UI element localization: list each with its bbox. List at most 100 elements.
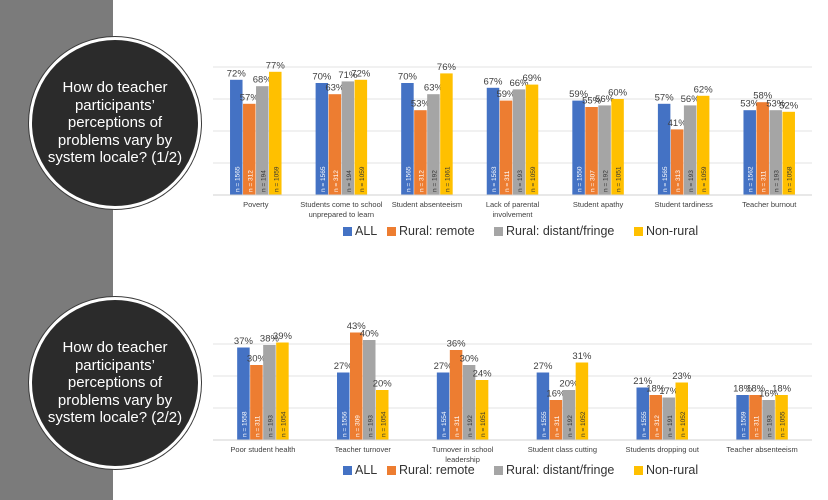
n-label: n = 1565 (405, 166, 412, 192)
bar-1-7-2 (756, 102, 769, 195)
n-label: n = 193 (688, 170, 695, 192)
data-label: 30% (247, 354, 267, 365)
legend-label: Non-rural (646, 224, 698, 238)
chart-1: 72% n = 1565 57% n = 312 68% n = 194 77% n = 10… (213, 60, 812, 238)
bar-1-3-1 (401, 83, 414, 195)
bar-2-2-1 (337, 372, 350, 440)
legend-swatch (494, 227, 503, 236)
data-label: 58% (753, 91, 773, 102)
data-label: 63% (325, 83, 345, 94)
legend-item: Rural: remote (387, 463, 475, 477)
category-label: Teacher turnover (335, 445, 392, 454)
legend: ALL Rural: remote Rural: distant/fringe Non… (343, 463, 698, 477)
legend-swatch (634, 227, 643, 236)
bar-2-1-1 (237, 347, 250, 440)
bar-2-2-3 (363, 340, 376, 440)
bar-2-3-1 (436, 372, 450, 440)
legend-item: Non-rural (634, 463, 698, 477)
bar-1-1-3 (256, 86, 269, 195)
data-label: 24% (473, 369, 493, 380)
legend-swatch (343, 227, 352, 236)
category-label: Teacher burnout (742, 200, 797, 209)
data-label: 20% (559, 379, 579, 390)
legend-item: Non-rural (634, 224, 698, 238)
legend-item: ALL (343, 463, 377, 477)
n-label: n = 1055 (780, 411, 787, 437)
n-label: n = 1555 (641, 411, 648, 437)
n-label: n = 312 (247, 170, 254, 192)
data-label: 68% (253, 75, 273, 86)
bar-1-5-2 (585, 107, 598, 195)
data-label: 72% (227, 68, 247, 79)
n-label: n = 311 (554, 415, 561, 437)
category-label: Students dropping out (626, 445, 700, 454)
legend-item: Rural: remote (387, 224, 475, 238)
n-label: n = 311 (454, 415, 461, 437)
legend-label: Rural: remote (399, 463, 475, 477)
n-label: n = 192 (567, 415, 574, 437)
n-label: n = 193 (774, 170, 781, 192)
legend-item: Rural: distant/fringe (494, 463, 614, 477)
bar-2-1-4 (276, 342, 289, 440)
bar-2-5-4 (675, 382, 688, 440)
n-label: n = 193 (767, 415, 774, 437)
data-label: 18% (733, 384, 753, 395)
category-label: Student tardiness (654, 200, 713, 209)
n-label: n = 1058 (787, 166, 794, 192)
data-label: 70% (312, 72, 332, 83)
legend-swatch (387, 227, 396, 236)
category-label: Poverty (243, 200, 269, 209)
bar-1-6-3 (683, 105, 697, 195)
data-label: 18% (772, 384, 792, 395)
n-label: n = 307 (590, 170, 597, 192)
n-label: n = 1558 (241, 411, 248, 437)
data-label: 20% (373, 379, 393, 390)
n-label: n = 312 (654, 415, 661, 437)
legend: ALL Rural: remote Rural: distant/fringe Non… (343, 224, 698, 238)
bar-1-5-3 (598, 105, 611, 195)
data-label: 53% (740, 99, 760, 110)
bar-1-4-1 (486, 87, 500, 195)
n-label: n = 1059 (359, 166, 366, 192)
legend-item: Rural: distant/fringe (494, 224, 614, 238)
category-label: Students come to school unprepared to lea… (300, 200, 382, 219)
n-label: n = 1059 (530, 166, 537, 192)
n-label: n = 1565 (662, 166, 669, 192)
n-label: n = 1565 (320, 166, 327, 192)
bar-2-6-4 (775, 395, 788, 440)
bar-2-3-4 (475, 380, 489, 440)
bar-1-1-1 (230, 79, 243, 195)
bar-1-2-3 (341, 81, 355, 195)
n-label: n = 1555 (541, 411, 548, 437)
data-label: 66% (509, 78, 529, 89)
n-label: n = 194 (260, 170, 267, 192)
n-label: n = 1052 (680, 411, 687, 437)
data-label: 43% (347, 321, 367, 332)
bar-2-6-3 (762, 400, 775, 440)
legend-label: Rural: remote (399, 224, 475, 238)
bar-1-5-4 (611, 99, 624, 195)
legend-swatch (387, 466, 396, 475)
legend-label: Rural: distant/fringe (506, 463, 614, 477)
bar-2-5-1 (636, 387, 649, 440)
data-label: 57% (240, 92, 260, 103)
bar-1-7-1 (743, 110, 756, 195)
bar-2-4-3 (562, 390, 576, 440)
n-label: n = 1565 (234, 166, 241, 192)
question-circle-1: How do teacher participants’ perceptions… (29, 37, 201, 209)
data-label: 39% (273, 331, 293, 342)
bar-2-6-1 (736, 395, 749, 440)
data-label: 40% (360, 329, 380, 340)
bar-1-2-1 (315, 83, 329, 195)
question-text-1: How do teacher participants’ perceptions… (47, 79, 183, 167)
n-label: n = 312 (418, 170, 425, 192)
bar-1-4-2 (499, 100, 513, 195)
bar-2-3-3 (462, 365, 476, 440)
bar-1-7-3 (769, 110, 782, 195)
bar-2-2-4 (376, 390, 389, 440)
legend-swatch (343, 466, 352, 475)
n-label: n = 1550 (577, 166, 584, 192)
n-label: n = 1563 (491, 166, 498, 192)
bar-1-4-3 (512, 89, 526, 195)
n-label: n = 1059 (273, 166, 280, 192)
